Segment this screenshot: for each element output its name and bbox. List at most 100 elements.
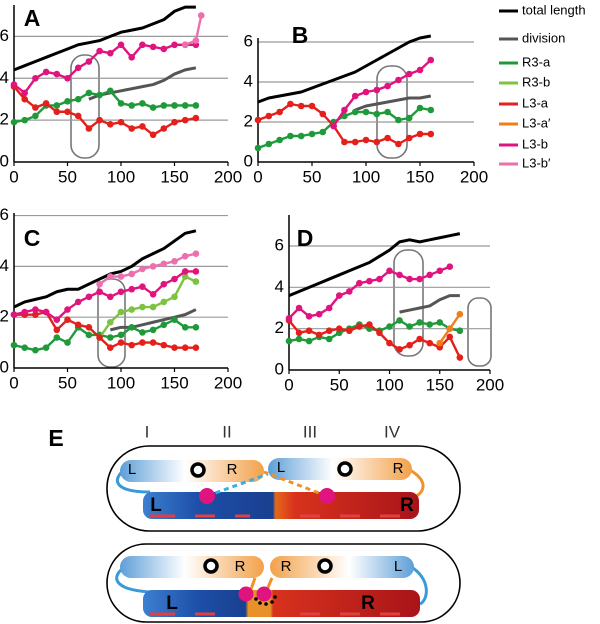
series-line [88,66,197,101]
data-point [139,265,146,273]
data-point [117,118,125,126]
data-point [181,252,189,260]
y-tick-label: 4 [275,277,284,296]
data-point [64,97,71,105]
data-point [456,354,464,361]
data-point [160,102,168,109]
cell-outline [106,445,461,532]
chromosome [143,590,420,617]
x-tick-label: 50 [58,373,77,392]
kinetochore [256,586,272,602]
data-point [325,327,333,335]
cell-outline [106,543,461,623]
data-point [335,292,343,299]
highlight-box [467,297,492,367]
y-tick-label: 2 [0,110,9,129]
data-point [308,102,316,110]
data-point [426,339,434,347]
data-point [181,273,189,280]
data-point [436,319,444,326]
legend-label: division [522,30,565,45]
data-point [53,334,61,341]
data-point [181,116,189,124]
x-tick-label: 50 [330,375,349,394]
x-tick-label: 100 [352,167,380,186]
data-point [192,114,200,122]
data-point [456,310,464,318]
y-tick-label: 4 [0,256,9,275]
data-point [149,43,157,51]
data-point [192,324,200,331]
data-point [128,341,135,349]
data-point [426,271,434,279]
data-point [139,41,146,49]
data-point [117,273,125,280]
chart-panel: 0 2 4 6 0 50 100 150 200 D [275,215,504,394]
region-label: IV [384,422,401,441]
data-point [171,316,178,324]
data-point [171,257,178,265]
x-tick-label: 100 [107,167,135,186]
data-point [149,326,157,334]
chart-panel: 0 2 4 6 0 50 100 150 200 A [0,5,242,186]
data-point [32,112,39,120]
data-point [373,138,381,146]
x-tick-label: 50 [303,167,322,186]
data-point [384,82,391,90]
data-point [117,331,125,339]
x-tick-label: 150 [160,167,188,186]
data-point [117,288,125,296]
data-point [160,341,168,349]
data-point [53,326,61,334]
region-label: I [145,422,150,441]
y-tick-label: 6 [244,31,253,50]
data-point [406,323,413,330]
data-point [149,291,157,298]
data-point [192,250,200,257]
data-point [376,329,383,337]
data-point [42,308,50,316]
panel-label: A [24,5,41,31]
arm-label: L [394,558,402,575]
data-point [85,324,93,331]
data-point [128,54,135,61]
y-tick-label: 4 [0,68,9,87]
data-point [192,344,200,351]
arm [270,556,414,578]
data-point [436,267,444,275]
data-point [406,341,413,349]
data-point [96,91,103,99]
data-point [192,37,200,44]
data-point [384,108,391,116]
connector [409,564,428,606]
connector [263,470,328,498]
data-point [416,130,424,138]
data-point [192,268,200,275]
data-point [276,108,283,116]
data-point [42,68,50,76]
data-point [139,339,146,346]
legend-label: L3-a [522,95,549,110]
data-point [160,321,168,329]
data-point [107,273,114,280]
data-point [362,88,370,96]
data-point [386,339,393,347]
data-point [53,316,61,324]
data-point [295,335,303,343]
data-point [171,118,178,126]
data-point [325,304,333,312]
data-point [330,122,337,130]
data-point [53,70,61,78]
x-tick-label: 100 [107,373,135,392]
y-tick-label: 6 [0,205,9,224]
data-point [149,263,157,270]
arm-label: L [277,459,285,476]
connector [206,472,269,498]
arm-label: L [166,593,178,614]
data-point [74,298,82,306]
data-point [139,123,146,130]
data-point [42,344,50,351]
legend-label: L3-b [522,136,548,151]
data-point [308,130,316,138]
